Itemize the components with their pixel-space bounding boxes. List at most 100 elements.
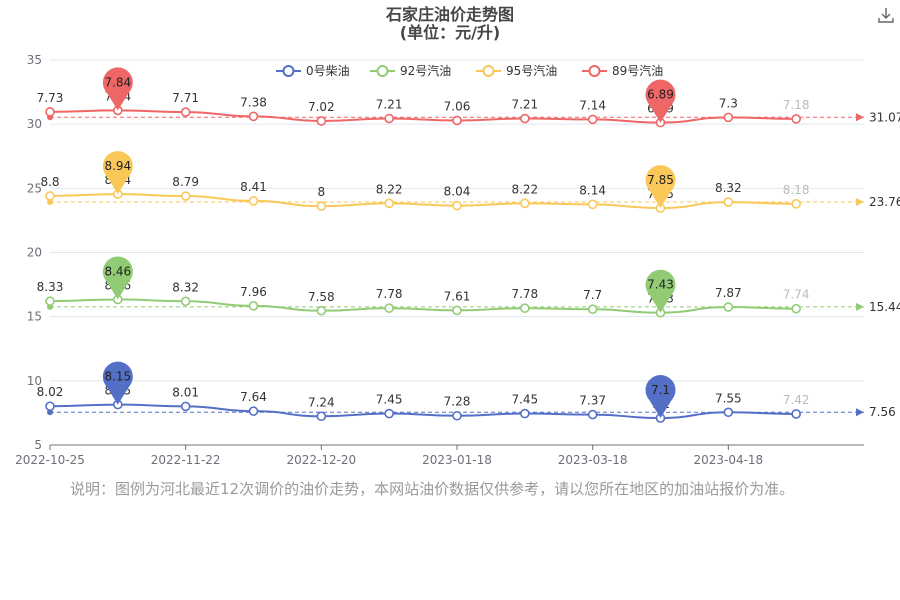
average-line-arrow	[856, 113, 864, 122]
data-point[interactable]	[45, 401, 55, 412]
data-label: 7.71	[172, 91, 199, 105]
max-marker: 8.15	[102, 361, 133, 405]
series-line	[49, 403, 797, 420]
data-label: 7.37	[579, 394, 606, 408]
data-point[interactable]	[384, 303, 394, 313]
data-point[interactable]	[791, 199, 801, 209]
y-tick-label: 30	[27, 117, 42, 131]
data-label: 8.18	[783, 183, 810, 197]
data-point[interactable]	[791, 409, 801, 419]
data-point[interactable]	[520, 198, 530, 209]
average-label: 31.07	[869, 110, 900, 124]
data-point[interactable]	[452, 200, 462, 211]
data-point[interactable]	[723, 197, 734, 207]
max-marker-bubble	[102, 256, 133, 287]
data-label: 8.02	[37, 385, 64, 399]
data-point[interactable]	[384, 198, 394, 209]
legend-marker	[282, 65, 295, 77]
series-line	[49, 193, 797, 210]
data-label: 8.33	[37, 280, 64, 294]
data-point[interactable]	[180, 191, 191, 201]
max-marker-value: 8.46	[104, 264, 131, 278]
data-point[interactable]	[452, 115, 462, 126]
data-point[interactable]	[248, 406, 259, 416]
data-point[interactable]	[791, 114, 801, 124]
min-marker: 7.1	[645, 375, 676, 419]
y-tick-label: 35	[27, 53, 42, 67]
data-label: 7.73	[37, 91, 64, 105]
series-1: 7.56 8.02 8.15 8.01 7.64 7.24 7.45 7.28 7.45 7.37…	[37, 361, 896, 423]
data-label: 7.06	[444, 99, 471, 113]
series-3: 23.76 8.8 8.94 8.79 8.41 8 8.22 8.04 8.22 8.14 7.8…	[40, 151, 900, 213]
data-point[interactable]	[180, 107, 191, 117]
data-point[interactable]	[316, 305, 327, 316]
legend-marker	[376, 65, 389, 77]
y-tick-label: 10	[27, 374, 42, 388]
legend-label: 92号汽油	[400, 63, 451, 78]
data-label: 8.41	[240, 180, 267, 194]
data-point[interactable]	[248, 111, 259, 122]
data-label: 7.3	[719, 96, 738, 110]
data-point[interactable]	[791, 303, 801, 314]
data-point[interactable]	[587, 304, 598, 315]
data-point[interactable]	[520, 113, 530, 124]
x-tick-label: 2022-11-22	[151, 453, 221, 467]
min-marker: 7.43	[645, 269, 676, 313]
min-marker-bubble	[645, 269, 676, 300]
min-marker-value: 7.85	[647, 173, 674, 187]
data-point[interactable]	[45, 107, 55, 117]
data-label: 7.45	[511, 393, 538, 407]
disclaimer-note: 说明：图例为河北最近12次调价的油价走势，本网站油价数据仅供参考，请以您所在地区…	[70, 480, 795, 498]
data-point[interactable]	[723, 302, 734, 312]
data-point[interactable]	[452, 410, 462, 421]
data-point[interactable]	[384, 113, 394, 124]
min-marker-bubble	[645, 375, 676, 406]
data-label: 7.78	[511, 287, 538, 301]
max-marker: 8.46	[102, 256, 133, 300]
data-label: 8.79	[172, 175, 199, 189]
legend-label: 89号汽油	[612, 63, 663, 78]
y-tick-label: 25	[27, 181, 42, 195]
data-point[interactable]	[316, 411, 327, 422]
max-marker-value: 7.84	[104, 75, 131, 89]
data-point[interactable]	[587, 409, 598, 420]
data-point[interactable]	[587, 199, 598, 210]
data-label: 7.74	[783, 288, 810, 302]
min-marker-bubble	[645, 79, 676, 110]
max-marker: 8.94	[102, 151, 133, 195]
data-point[interactable]	[180, 401, 191, 412]
data-point[interactable]	[723, 407, 734, 418]
data-point[interactable]	[45, 296, 55, 306]
data-label: 7.7	[583, 288, 602, 302]
data-point[interactable]	[587, 114, 598, 125]
legend-item-2[interactable]: 92号汽油	[370, 63, 451, 78]
data-label: 8.32	[715, 181, 742, 195]
data-point[interactable]	[520, 303, 530, 313]
data-label: 7.18	[783, 98, 810, 112]
data-point[interactable]	[180, 296, 191, 307]
data-label: 7.21	[376, 98, 403, 112]
download-icon[interactable]	[878, 8, 894, 23]
min-marker-value: 6.89	[647, 88, 674, 102]
data-point[interactable]	[520, 408, 530, 419]
data-point[interactable]	[248, 196, 259, 206]
max-marker-bubble	[102, 151, 133, 182]
legend-item-4[interactable]: 89号汽油	[582, 63, 663, 78]
legend-item-1[interactable]: 0号柴油	[276, 64, 350, 78]
data-point[interactable]	[316, 116, 327, 126]
x-tick-label: 2023-03-18	[558, 453, 628, 467]
data-point[interactable]	[452, 305, 462, 316]
legend-item-3[interactable]: 95号汽油	[476, 63, 557, 78]
max-marker-value: 8.94	[104, 159, 131, 173]
legend-label: 0号柴油	[306, 64, 350, 78]
data-point[interactable]	[45, 191, 55, 201]
data-label: 8.22	[511, 182, 538, 196]
data-point[interactable]	[248, 301, 259, 311]
average-line-start	[47, 198, 53, 205]
y-tick-label: 20	[27, 246, 42, 260]
data-point[interactable]	[316, 201, 327, 211]
data-point[interactable]	[723, 112, 734, 123]
data-label: 8.01	[172, 385, 199, 399]
data-point[interactable]	[384, 408, 394, 419]
max-marker-value: 8.15	[104, 370, 131, 384]
